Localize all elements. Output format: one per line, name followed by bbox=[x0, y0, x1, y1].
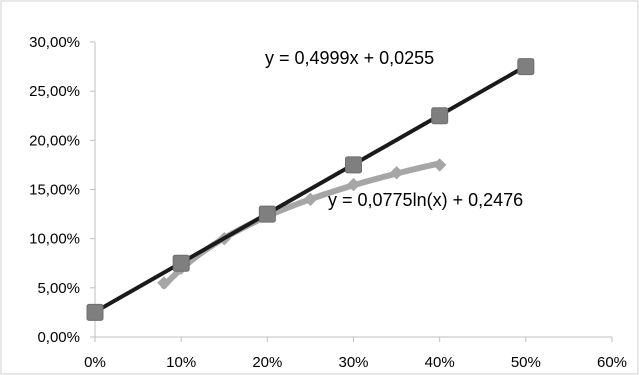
square-point bbox=[431, 107, 449, 125]
x-tick-label: 60% bbox=[597, 354, 627, 371]
diamond-point bbox=[432, 158, 447, 172]
diamond-point bbox=[157, 276, 171, 290]
x-tick-label: 50% bbox=[511, 354, 541, 371]
diamond-point bbox=[389, 166, 404, 180]
square-point bbox=[258, 205, 276, 223]
series-layer bbox=[86, 58, 535, 321]
y-tick-label: 30,00% bbox=[29, 34, 80, 51]
square-point bbox=[345, 156, 362, 174]
x-tick-label: 10% bbox=[166, 354, 196, 371]
linear-equation-label: y = 0,4999x + 0,0255 bbox=[265, 48, 434, 68]
x-tick-label: 40% bbox=[425, 354, 455, 371]
axes: 0,00% 5,00% 10,00% 15,00% 20,00% 25,00% 30,00%… bbox=[29, 34, 627, 371]
linear-trendline bbox=[94, 64, 527, 314]
x-tick-label: 20% bbox=[252, 354, 282, 371]
square-point bbox=[86, 303, 104, 321]
x-tick-label: 0% bbox=[84, 354, 106, 371]
trendline-labels: y = 0,4999x + 0,0255 y = 0,0775ln(x) + 0,… bbox=[265, 48, 523, 210]
square-point bbox=[517, 58, 535, 76]
y-tick-label: 25,00% bbox=[29, 83, 80, 100]
diamond-point bbox=[303, 192, 318, 207]
y-tick-label: 10,00% bbox=[29, 231, 80, 248]
x-tick-label: 30% bbox=[338, 354, 368, 371]
square-point bbox=[172, 254, 190, 272]
y-tick-label: 20,00% bbox=[29, 132, 80, 149]
log-equation-label: y = 0,0775ln(x) + 0,2476 bbox=[328, 190, 523, 210]
y-tick-label: 5,00% bbox=[37, 280, 80, 297]
diamond-point bbox=[346, 177, 361, 192]
y-tick-label: 0,00% bbox=[37, 329, 80, 346]
y-tick-label: 15,00% bbox=[29, 182, 80, 199]
